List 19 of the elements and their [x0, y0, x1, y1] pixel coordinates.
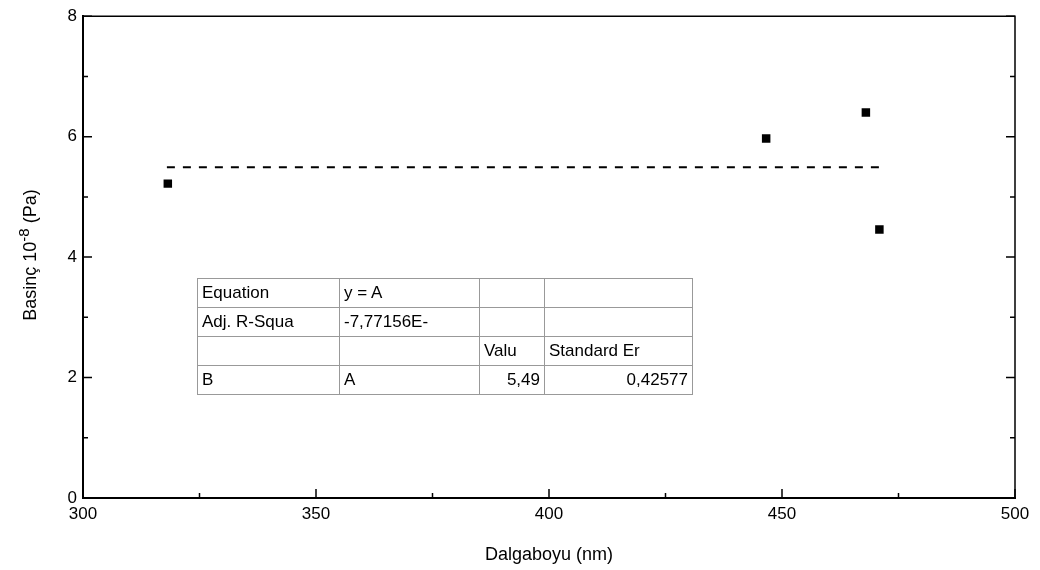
x-axis-title: Dalgaboyu (nm) — [484, 544, 614, 565]
x-tick-label: 350 — [301, 503, 331, 523]
x-tick-label: 450 — [767, 503, 797, 523]
annotation: Equation — [197, 278, 340, 308]
annotation: Adj. R-Squa — [197, 307, 340, 337]
y-tick-label: 4 — [67, 246, 77, 266]
annotation: -7,77156E- — [339, 307, 480, 337]
y-tick-label: 2 — [67, 367, 77, 387]
x-tick-label: 400 — [534, 503, 564, 523]
annotation: 0,42577 — [544, 365, 693, 395]
annotation: y = A — [339, 278, 480, 308]
annotation: Valu — [479, 336, 545, 366]
annotation: Standard Er — [544, 336, 693, 366]
annotation: A — [339, 365, 480, 395]
y-tick-label: 6 — [67, 126, 77, 146]
x-tick-label: 500 — [1000, 503, 1030, 523]
annotation: B — [197, 365, 340, 395]
y-tick-label: 8 — [67, 5, 77, 25]
annotation: 5,49 — [479, 365, 545, 395]
